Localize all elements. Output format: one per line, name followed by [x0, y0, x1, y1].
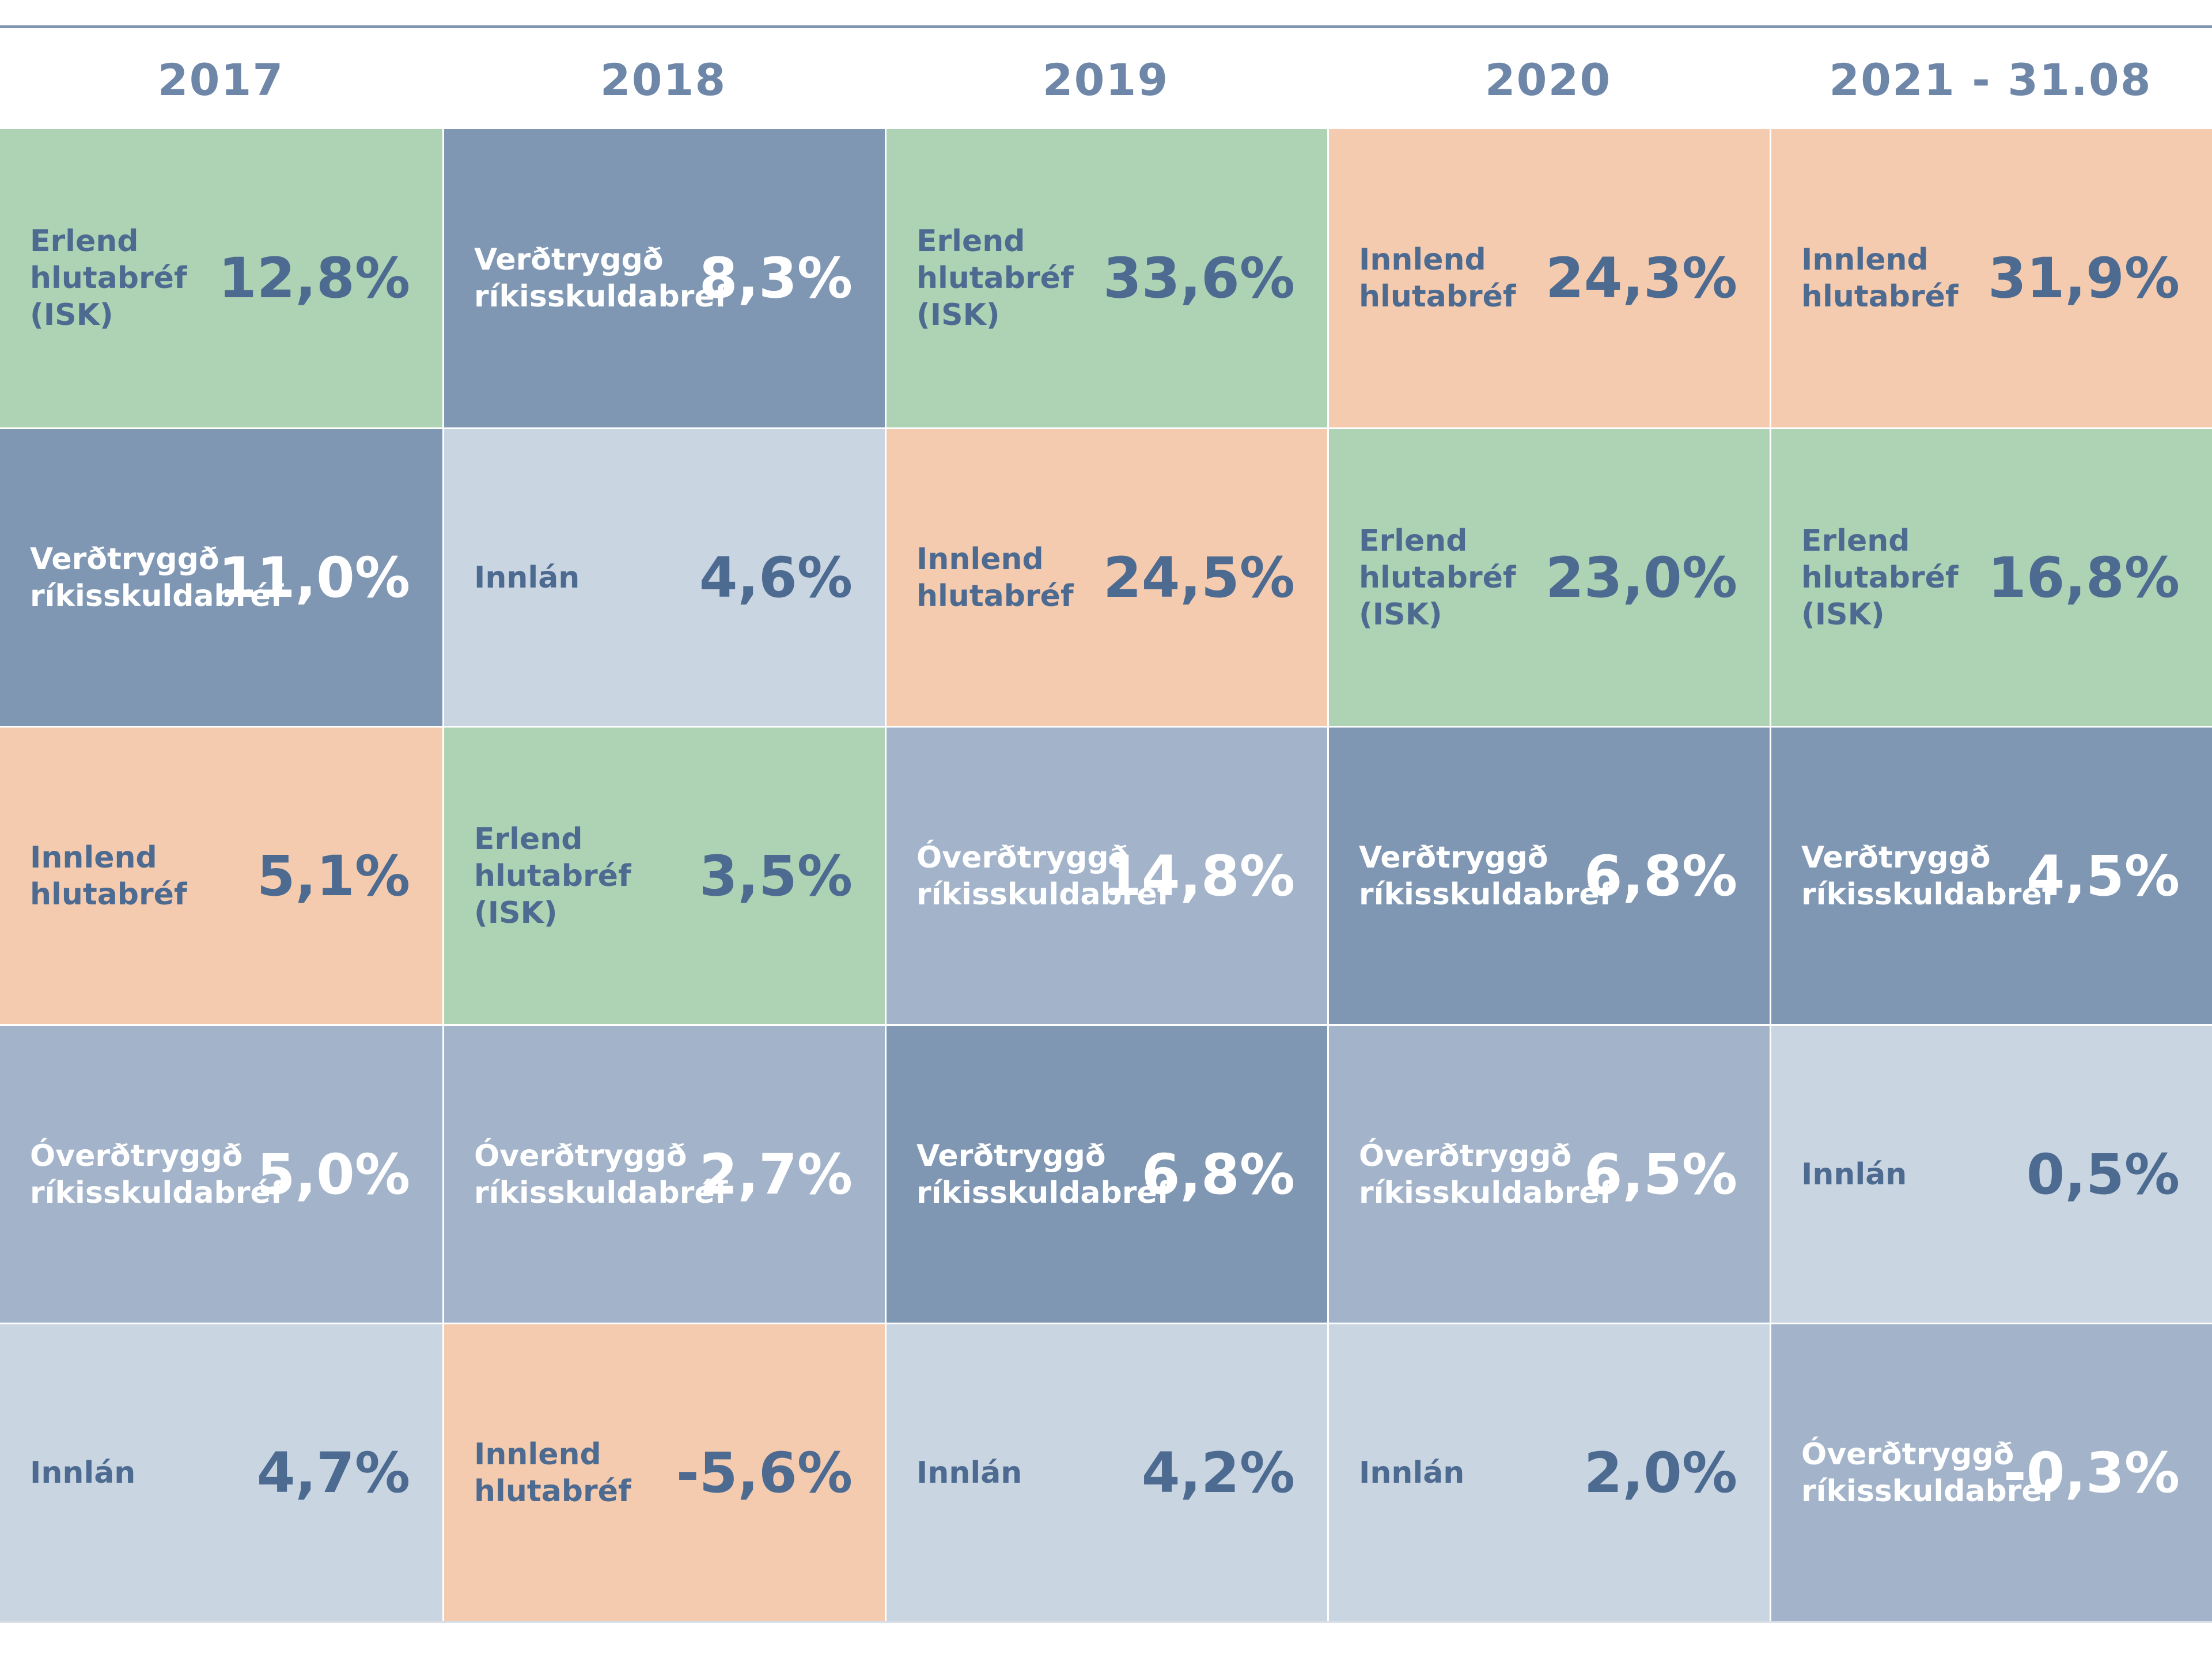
asset-label: Óverðtryggð ríkisskuldabréf [916, 840, 1171, 912]
return-value: 6,5% [1584, 1142, 1737, 1207]
asset-label: Innlend hlutabréf [1801, 243, 1959, 314]
asset-label: Óverðtryggð ríkisskuldabréf [1359, 1138, 1613, 1210]
asset-label: Innlán [916, 1455, 1022, 1490]
asset-label: Erlend hlutabréf (ISK) [916, 224, 1074, 332]
year-header: 2017 [157, 54, 285, 105]
return-cell: Erlend hlutabréf (ISK) 23,0% [1329, 429, 1770, 726]
return-value: 23,0% [1545, 545, 1737, 610]
return-value: 3,5% [699, 843, 853, 908]
return-cell: Óverðtryggð ríkisskuldabréf -0,3% [1771, 1324, 2212, 1621]
asset-label: Verðtryggð ríkisskuldabréf [30, 541, 284, 613]
asset-label: Innlend hlutabréf [916, 541, 1074, 613]
year-header-row: 2017 2018 2019 2020 2021 - 31.08 [0, 29, 2212, 130]
return-cell: Erlend hlutabréf (ISK) 16,8% [1771, 429, 2212, 726]
asset-label: Verðtryggð ríkisskuldabréf [1801, 840, 2055, 912]
asset-label: Óverðtryggð ríkisskuldabréf [30, 1138, 284, 1210]
asset-label: Innlend hlutabréf [474, 1437, 631, 1509]
return-cell: Verðtryggð ríkisskuldabréf 6,8% [1329, 728, 1770, 1024]
asset-label: Erlend hlutabréf (ISK) [1359, 523, 1516, 632]
return-value: 16,8% [1987, 545, 2180, 610]
return-value: 14,8% [1103, 843, 1295, 908]
year-header: 2020 [1484, 54, 1612, 105]
return-cell: Innlán 4,7% [0, 1324, 442, 1621]
return-cell: Innlán 2,0% [1329, 1324, 1770, 1621]
asset-label: Erlend hlutabréf (ISK) [474, 821, 631, 930]
return-value: 6,8% [1584, 843, 1737, 908]
return-cell: Innlend hlutabréf 24,5% [887, 429, 1327, 726]
return-value: 33,6% [1103, 246, 1295, 310]
return-cell: Óverðtryggð ríkisskuldabréf 6,5% [1329, 1026, 1770, 1323]
asset-label: Innlán [474, 560, 580, 595]
return-value: 2,0% [1584, 1440, 1737, 1505]
return-value: 4,2% [1141, 1440, 1295, 1505]
return-cell: Erlend hlutabréf (ISK) 3,5% [444, 728, 885, 1024]
return-value: 4,6% [699, 545, 853, 610]
top-rule [0, 25, 2212, 28]
returns-grid: Erlend hlutabréf (ISK) 12,8% Verðtryggð rí… [0, 129, 2212, 1621]
return-cell: Óverðtryggð ríkisskuldabréf 14,8% [887, 728, 1327, 1024]
asset-label: Óverðtryggð ríkisskuldabréf [1801, 1437, 2055, 1509]
asset-label: Verðtryggð ríkisskuldabréf [916, 1138, 1171, 1210]
return-value: 4,7% [256, 1440, 410, 1505]
return-cell: Innlend hlutabréf 5,1% [0, 728, 442, 1024]
return-value: 5,0% [256, 1142, 410, 1207]
return-cell: Innlán 4,6% [444, 429, 885, 726]
return-cell: Innlend hlutabréf 24,3% [1329, 129, 1770, 427]
return-value: 31,9% [1987, 246, 2180, 310]
return-cell: Innlend hlutabréf 31,9% [1771, 129, 2212, 427]
return-value: 2,7% [699, 1142, 853, 1207]
return-cell: Innlán 4,2% [887, 1324, 1327, 1621]
year-header: 2021 - 31.08 [1829, 54, 2152, 105]
return-cell: Innlend hlutabréf -5,6% [444, 1324, 885, 1621]
asset-label: Erlend hlutabréf (ISK) [30, 224, 187, 332]
return-value: 5,1% [256, 843, 410, 908]
return-value: 24,3% [1545, 246, 1737, 310]
return-cell: Verðtryggð ríkisskuldabréf 11,0% [0, 429, 442, 726]
return-cell: Verðtryggð ríkisskuldabréf 6,8% [887, 1026, 1327, 1323]
return-value: 12,8% [218, 246, 410, 310]
return-value: -0,3% [2003, 1440, 2180, 1505]
return-cell: Óverðtryggð ríkisskuldabréf 2,7% [444, 1026, 885, 1323]
year-header: 2019 [1042, 54, 1169, 105]
asset-label: Óverðtryggð ríkisskuldabréf [474, 1138, 728, 1210]
return-cell: Óverðtryggð ríkisskuldabréf 5,0% [0, 1026, 442, 1323]
return-cell: Erlend hlutabréf (ISK) 33,6% [887, 129, 1327, 427]
return-value: 0,5% [2026, 1142, 2180, 1207]
asset-label: Innlán [1801, 1157, 1907, 1192]
asset-label: Verðtryggð ríkisskuldabréf [474, 243, 728, 314]
return-value: 11,0% [218, 545, 410, 610]
return-value: 4,5% [2026, 843, 2180, 908]
return-cell: Innlán 0,5% [1771, 1026, 2212, 1323]
asset-label: Erlend hlutabréf (ISK) [1801, 523, 1959, 632]
return-cell: Verðtryggð ríkisskuldabréf 4,5% [1771, 728, 2212, 1024]
return-value: 6,8% [1141, 1142, 1295, 1207]
asset-label: Innlend hlutabréf [30, 840, 187, 912]
return-cell: Erlend hlutabréf (ISK) 12,8% [0, 129, 442, 427]
asset-label: Innlán [30, 1455, 136, 1490]
asset-label: Innlán [1359, 1455, 1465, 1490]
asset-label: Innlend hlutabréf [1359, 243, 1516, 314]
return-value: -5,6% [676, 1440, 853, 1505]
return-cell: Verðtryggð ríkisskuldabréf 8,3% [444, 129, 885, 427]
bottom-rule [0, 1621, 2212, 1623]
return-value: 24,5% [1103, 545, 1295, 610]
return-value: 8,3% [699, 246, 853, 310]
year-header: 2018 [600, 54, 727, 105]
asset-label: Verðtryggð ríkisskuldabréf [1359, 840, 1613, 912]
